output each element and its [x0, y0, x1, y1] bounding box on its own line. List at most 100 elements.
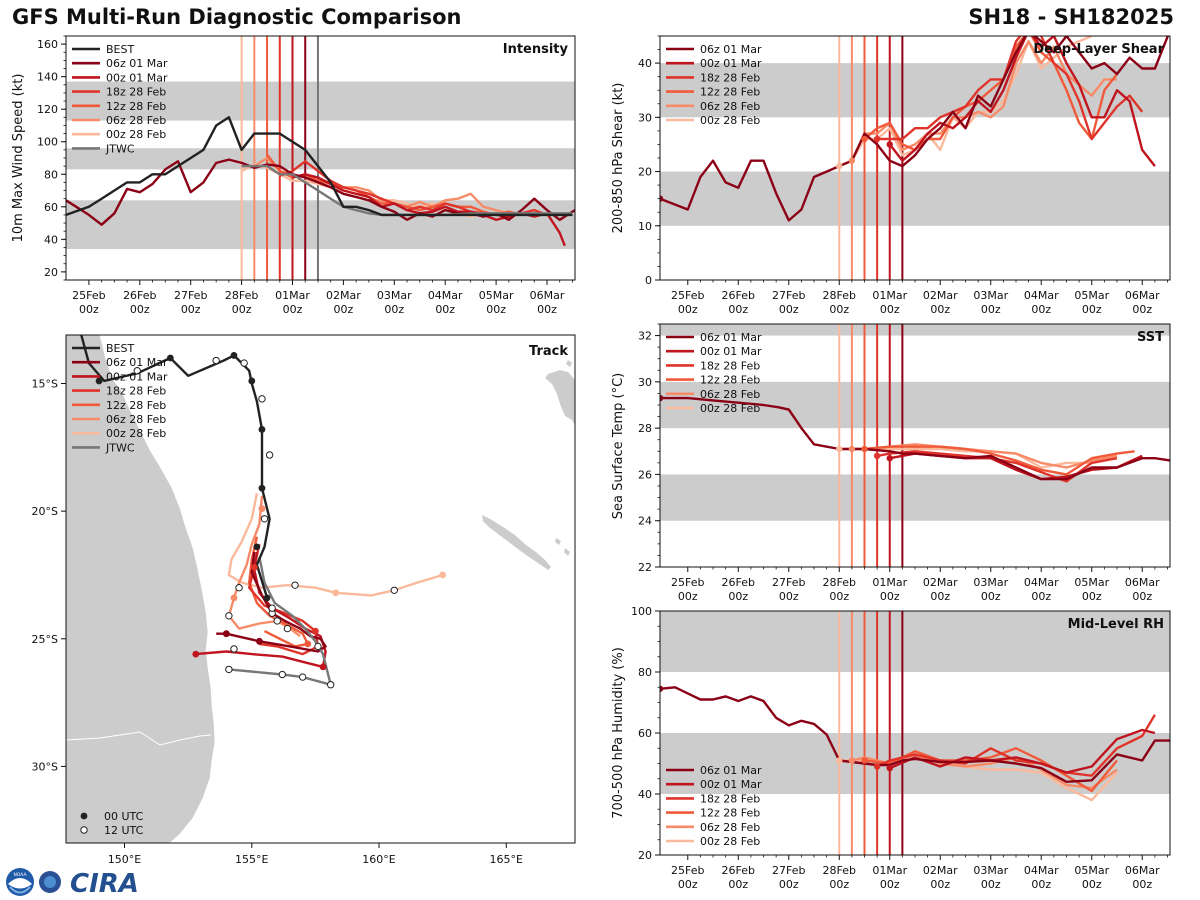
rh-band [660, 733, 1170, 794]
rh-ytick-label: 80 [638, 666, 652, 679]
intensity-xtick-hour: 00z [384, 303, 404, 316]
track-point-12utc [260, 515, 269, 523]
track-xtick-label: 155°E [235, 853, 268, 866]
legend-label-best: BEST [106, 342, 134, 355]
rh-x-axis: 25Feb00z26Feb00z27Feb00z28Feb00z01Mar00z… [671, 855, 1168, 891]
sst-xtick-day: 02Mar [923, 576, 958, 589]
sst-ytick-label: 24 [638, 515, 652, 528]
track-point-00utc [250, 563, 258, 571]
legend-label-18z-28-feb: 18z 28 Feb [700, 359, 760, 372]
legend-label-06z-28-feb: 06z 28 Feb [106, 413, 166, 426]
shear-series-06z-28-feb [850, 40, 1117, 162]
sst-series [660, 394, 1170, 483]
track-point-12utc [133, 367, 141, 375]
track-06z-01-mar [216, 551, 327, 653]
rh-series-18z-28-feb [876, 714, 1156, 777]
track-point-12utc [230, 645, 238, 653]
track-00z-28-feb [227, 493, 444, 597]
shear-ytick-label: 40 [638, 57, 652, 70]
shear-ytick-label: 0 [645, 274, 652, 287]
shear-xtick-day: 06Mar [1125, 289, 1160, 302]
rh-init-point-06z-01-mar [660, 685, 664, 692]
shear-xtick-hour: 00z [678, 303, 698, 316]
marker-legend-12utc-dot [80, 826, 88, 834]
sst-xtick-hour: 00z [829, 590, 849, 603]
rh-xtick-hour: 00z [981, 878, 1001, 891]
legend-label-06z-28-feb: 06z 28 Feb [700, 388, 760, 401]
intensity-xtick-day: 06Mar [530, 289, 565, 302]
intensity-xtick-hour: 00z [283, 303, 303, 316]
track-point-00utc [319, 663, 327, 671]
shear-xtick-hour: 00z [829, 303, 849, 316]
sst-band [660, 324, 1170, 336]
track-point-12utc [273, 617, 281, 625]
sst-xtick-day: 28Feb [823, 576, 856, 589]
track-ytick-label: 15°S [32, 378, 58, 391]
track-x-axis: 150°E 155°E 160°E 165°E [108, 843, 523, 866]
track-point-00utc [248, 377, 256, 385]
shear-xtick-day: 03Mar [973, 289, 1008, 302]
sst-xtick-day: 05Mar [1074, 576, 1109, 589]
rh-ytick-label: 20 [638, 849, 652, 862]
intensity-ytick-label: 80 [44, 168, 58, 181]
legend-label-00z-01-mar: 00z 01 Mar [700, 345, 762, 358]
track-point-12utc [283, 624, 292, 633]
intensity-ytick-label: 60 [44, 201, 58, 214]
track-12z-28-feb [247, 536, 309, 648]
sst-xtick-hour: 00z [728, 590, 748, 603]
rh-xtick-day: 01Mar [872, 864, 907, 877]
intensity-xtick-day: 05Mar [479, 289, 514, 302]
track-xtick-label: 165°E [490, 853, 523, 866]
noaa-logo: NOAA [6, 868, 34, 896]
marker-legend-00utc-dot [80, 812, 88, 820]
track-ytick-label: 25°S [32, 633, 58, 646]
intensity-xtick-hour: 00z [79, 303, 99, 316]
rh-ytick-label: 40 [638, 788, 652, 801]
track-point-12utc [298, 673, 307, 681]
legend-label-00z-28-feb: 00z 28 Feb [700, 835, 760, 848]
legend-label-jtwc: JTWC [105, 142, 135, 155]
track-frame [65, 334, 576, 844]
track-point-00utc [304, 640, 312, 648]
australia-landmass [66, 335, 216, 843]
legend-label-jtwc: JTWC [105, 441, 135, 454]
rh-y-axis: 20 40 60 80 100 [631, 605, 660, 862]
figure-title: GFS Multi-Run Diagnostic Comparison [12, 5, 462, 29]
sst-title: SST [1137, 330, 1164, 345]
rh-xtick-hour: 00z [1031, 878, 1051, 891]
legend-label-06z-28-feb: 06z 28 Feb [700, 100, 760, 113]
track-jtwc [228, 556, 332, 686]
sst-ytick-label: 32 [638, 330, 652, 343]
rh-series-06z-01-mar [660, 686, 1170, 783]
shear-init-point-06z-28-feb [848, 157, 856, 164]
track-point-12utc [390, 586, 399, 594]
intensity-ytick-label: 160 [37, 38, 58, 51]
intensity-series-best [66, 116, 573, 217]
legend-label-00z-28-feb: 00z 28 Feb [106, 128, 166, 141]
track-18z-28-feb [247, 544, 320, 656]
shear-ytick-label: 10 [638, 220, 652, 233]
track-point-00utc [263, 594, 271, 602]
shear-ytick-label: 30 [638, 111, 652, 124]
rh-xtick-day: 02Mar [923, 864, 958, 877]
sst-series-00z-28-feb [839, 447, 1092, 469]
intensity-y-axis: 20 40 60 80 100 120 140 160 [37, 35, 66, 281]
sst-xtick-hour: 00z [981, 590, 1001, 603]
rh-xtick-hour: 00z [880, 878, 900, 891]
shear-init-point-06z-01-mar [660, 195, 664, 202]
track-best [80, 335, 271, 599]
intensity-xtick-hour: 00z [130, 303, 150, 316]
intensity-xtick-hour: 00z [232, 303, 252, 316]
sst-xtick-hour: 00z [930, 590, 950, 603]
intensity-xtick-hour: 00z [537, 303, 557, 316]
shear-xtick-hour: 00z [1082, 303, 1102, 316]
legend-label-06z-01-mar: 06z 01 Mar [700, 764, 762, 777]
state-border [66, 731, 212, 746]
land-masses [66, 335, 575, 843]
